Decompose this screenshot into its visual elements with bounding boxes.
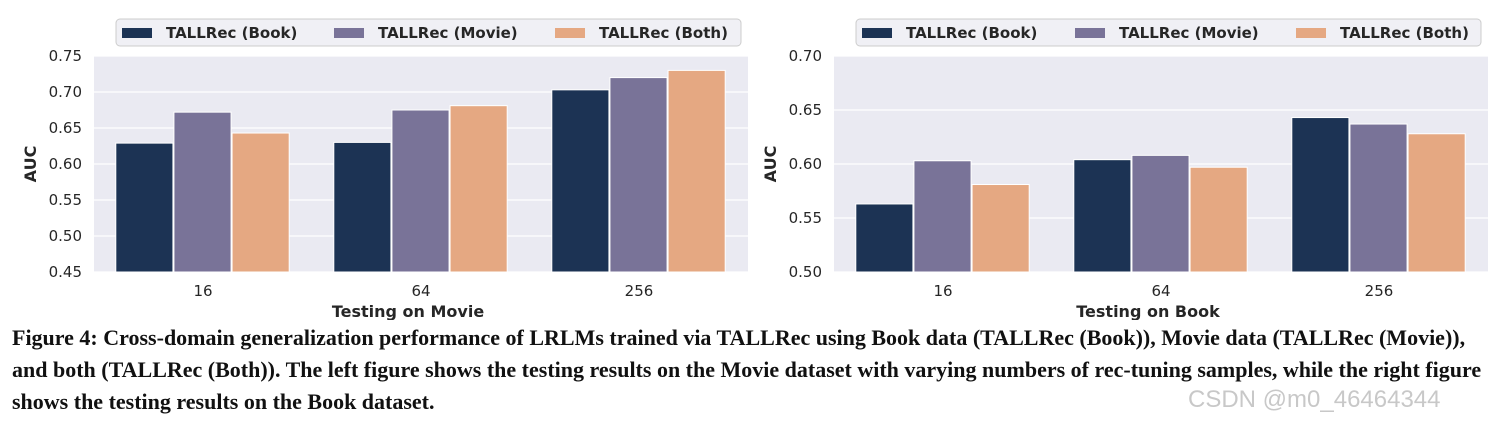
watermark: CSDN @m0_46464344 <box>1188 386 1441 413</box>
legend-box <box>855 18 1482 47</box>
y-tick-label: 0.45 <box>49 263 82 281</box>
x-tick-label: 16 <box>193 282 212 300</box>
y-tick-label: 0.70 <box>49 83 82 101</box>
y-axis-label: AUC <box>761 146 780 183</box>
figure: 0.45 0.50 0.55 0.60 0.65 0.70 0.75 16 64 256 Testi… <box>21 18 1488 320</box>
legend-label: TALLRec (Movie) <box>378 24 518 42</box>
y-tick-label: 0.75 <box>49 47 82 65</box>
bar-tallrec-book-256 <box>551 89 610 273</box>
legend: TALLRec (Book) TALLRec (Movie) TALLRec (Bo… <box>855 18 1482 47</box>
x-axis-label: Testing on Book <box>1076 302 1220 320</box>
legend-swatch <box>122 28 152 38</box>
bar-tallrec-movie-16 <box>913 160 972 273</box>
bar-tallrec-both-256 <box>667 69 726 273</box>
x-tick-label: 16 <box>933 282 952 300</box>
bar-tallrec-movie-256 <box>609 77 668 273</box>
bar-tallrec-movie-16 <box>173 111 232 273</box>
legend-label: TALLRec (Book) <box>906 24 1037 42</box>
legend: TALLRec (Book) TALLRec (Movie) TALLRec (Bo… <box>115 18 742 47</box>
bar-tallrec-both-16 <box>971 184 1030 273</box>
bar-tallrec-both-16 <box>231 132 290 273</box>
chart-book: 0.50 0.55 0.60 0.65 0.70 16 64 256 Testing on Bo… <box>761 18 1488 320</box>
legend-swatch <box>1075 28 1105 38</box>
bar-tallrec-book-64 <box>333 141 392 273</box>
bar-tallrec-both-64 <box>449 105 508 273</box>
x-tick-label: 256 <box>1365 282 1394 300</box>
bar-tallrec-book-64 <box>1073 159 1132 273</box>
legend-label: TALLRec (Movie) <box>1119 24 1259 42</box>
x-axis-label: Testing on Movie <box>332 302 484 320</box>
y-tick-label: 0.55 <box>789 209 822 227</box>
y-tick-label: 0.70 <box>789 47 822 65</box>
y-tick-label: 0.65 <box>49 119 82 137</box>
legend-label: TALLRec (Both) <box>1340 24 1469 42</box>
y-axis-label: AUC <box>21 146 40 183</box>
legend-label: TALLRec (Book) <box>166 24 297 42</box>
legend-box <box>115 18 742 47</box>
legend-swatch <box>555 28 585 38</box>
x-tick-label: 256 <box>625 282 654 300</box>
legend-swatch <box>334 28 364 38</box>
bar-tallrec-both-64 <box>1189 166 1248 273</box>
y-tick-label: 0.60 <box>49 155 82 173</box>
y-tick-label: 0.60 <box>789 155 822 173</box>
bar-tallrec-movie-64 <box>1131 154 1190 273</box>
legend-swatch <box>862 28 892 38</box>
bar-tallrec-both-256 <box>1407 133 1466 273</box>
legend-swatch <box>1296 28 1326 38</box>
y-tick-label: 0.50 <box>789 263 822 281</box>
chart-movie: 0.45 0.50 0.55 0.60 0.65 0.70 0.75 16 64 256 Testi… <box>21 18 748 320</box>
y-tick-label: 0.55 <box>49 191 82 209</box>
x-tick-label: 64 <box>1151 282 1170 300</box>
legend-label: TALLRec (Both) <box>599 24 728 42</box>
bar-tallrec-book-256 <box>1291 117 1350 273</box>
x-tick-label: 64 <box>411 282 430 300</box>
bar-tallrec-movie-256 <box>1349 123 1408 273</box>
bar-tallrec-book-16 <box>115 142 174 273</box>
bar-tallrec-movie-64 <box>391 109 450 273</box>
figure-caption: Figure 4: Cross-domain generalization pe… <box>12 325 1482 414</box>
y-tick-label: 0.50 <box>49 227 82 245</box>
y-tick-label: 0.65 <box>789 101 822 119</box>
bar-tallrec-book-16 <box>855 203 914 273</box>
